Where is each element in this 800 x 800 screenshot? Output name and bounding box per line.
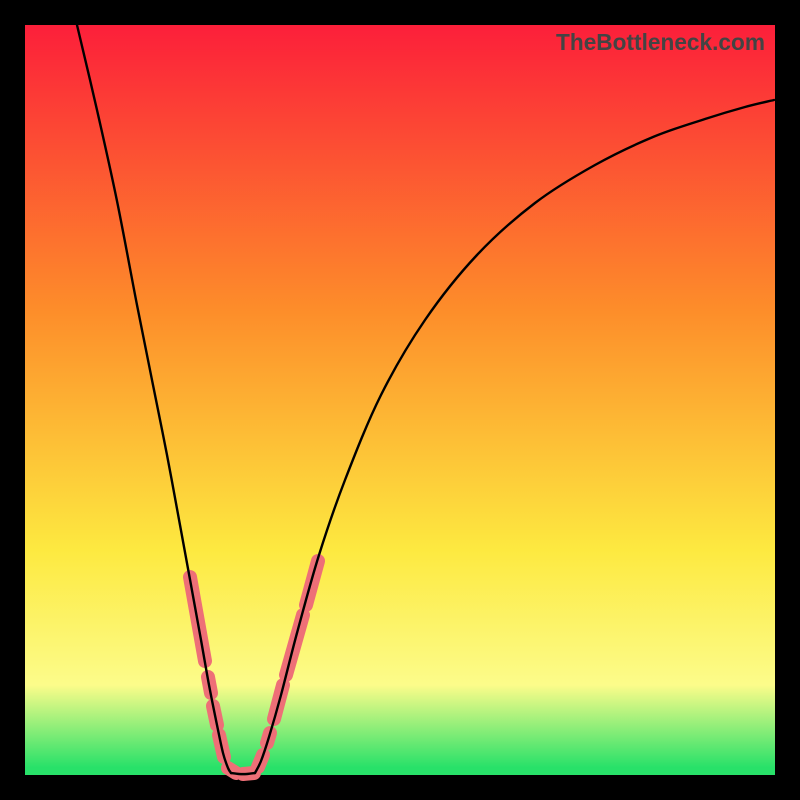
curve-floor [231,773,255,774]
curve-right-branch [255,100,774,773]
bottleneck-curve-chart [25,25,775,775]
chart-frame: TheBottleneck.com [0,0,800,800]
plot-area: TheBottleneck.com [25,25,775,775]
bead-layer [190,561,318,774]
